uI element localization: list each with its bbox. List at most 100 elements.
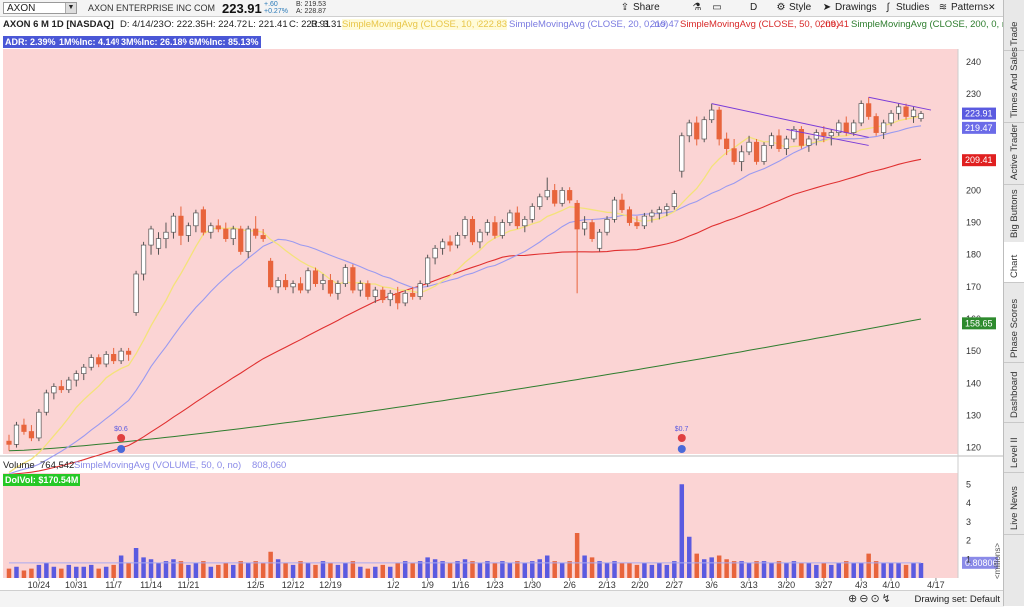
- candle-body: [111, 354, 117, 362]
- x-tick-label: 1/9: [421, 580, 434, 590]
- candle-body: [574, 202, 580, 230]
- candle: [118, 347, 124, 364]
- dividend-label: $0.7: [675, 426, 689, 433]
- volume-sma-label[interactable]: SimpleMovingAvg (VOLUME, 50, 0, no): [74, 460, 242, 471]
- candle-body: [342, 267, 348, 284]
- candle-body: [454, 235, 461, 246]
- candle: [28, 425, 35, 442]
- x-tick-label: 10/31: [65, 580, 88, 590]
- candle-body: [484, 222, 491, 233]
- studies-button[interactable]: ∫ Studies: [883, 2, 930, 13]
- volume-bar: [66, 564, 72, 578]
- candle: [13, 421, 20, 448]
- tab-label: Active Trader: [1009, 124, 1020, 180]
- tab-active-trader[interactable]: Active Trader: [1004, 122, 1024, 185]
- volume-bar: [724, 559, 729, 578]
- ask-price: A: 228.87: [296, 8, 326, 15]
- volume-bar: [268, 551, 273, 578]
- tab-chart[interactable]: Chart: [1004, 242, 1024, 283]
- sma20-label[interactable]: SimpleMovingAvg (CLOSE, 20, 0, no): [509, 19, 669, 30]
- candle-body: [417, 283, 423, 297]
- candle: [724, 132, 730, 156]
- price-flag-sma20: 219.47: [965, 123, 993, 133]
- style-button[interactable]: ⚙ Style: [776, 2, 812, 13]
- volume-bar: [148, 559, 154, 578]
- volume-bar: [118, 555, 124, 578]
- candle: [768, 132, 775, 149]
- screen-button[interactable]: ▭: [712, 2, 725, 13]
- settings-button[interactable]: ⚗: [692, 2, 705, 13]
- candle: [484, 219, 491, 236]
- x-tick-label: 1/16: [452, 580, 470, 590]
- candle: [148, 225, 154, 255]
- candle-body: [21, 424, 27, 432]
- candle-body: [709, 109, 715, 121]
- candle: [140, 241, 147, 281]
- sma10-label[interactable]: SimpleMovingAvg (CLOSE, 10, 0, no): [342, 19, 502, 30]
- gear-icon: ⚙: [776, 2, 786, 13]
- tab-dashboard[interactable]: Dashboard: [1004, 362, 1024, 423]
- candle: [776, 129, 782, 152]
- price-flag-sma50: 209.41: [965, 155, 993, 165]
- candle-body: [88, 357, 94, 368]
- sma10-value: 222.83: [478, 19, 508, 30]
- drawing-set[interactable]: Drawing set: Default: [914, 594, 1000, 605]
- tab-times-and-sales[interactable]: Times And Sales: [1004, 47, 1024, 123]
- share-button[interactable]: ⇪ Share: [620, 2, 660, 13]
- patterns-button[interactable]: ≋ Patterns: [938, 2, 989, 13]
- sma200-label[interactable]: SimpleMovingAvg (CLOSE, 200, 0, no): [851, 19, 1004, 30]
- candle: [589, 219, 595, 242]
- volume-bar: [500, 561, 505, 578]
- symbol-input[interactable]: AXON ▼: [3, 2, 77, 14]
- volume-bar: [395, 563, 400, 578]
- x-tick-label: 3/6: [705, 580, 718, 590]
- volume-bar: [649, 564, 655, 578]
- tab-level-ii[interactable]: Level II: [1004, 422, 1024, 473]
- patterns-icon: ≋: [938, 2, 948, 13]
- tab-phase-scores[interactable]: Phase Scores: [1004, 282, 1024, 363]
- dolvol-badge: DolVol: $170.54M: [3, 474, 81, 486]
- candle-body: [589, 222, 595, 239]
- drawings-button[interactable]: ➤ Drawings: [822, 2, 877, 13]
- volume-bar: [74, 566, 79, 578]
- sma50-label[interactable]: SimpleMovingAvg (CLOSE, 50, 0, no): [680, 19, 840, 30]
- candle: [88, 354, 94, 371]
- price-flag-bg: [962, 121, 996, 134]
- volume-bar: [440, 561, 445, 578]
- dividend-label: $0.6: [114, 426, 128, 433]
- candle: [836, 119, 842, 136]
- volume-bar: [881, 563, 886, 578]
- candle-body: [492, 222, 498, 236]
- candle-body: [836, 122, 842, 133]
- candle-body: [140, 244, 147, 275]
- volume-bar: [290, 564, 296, 578]
- candle-body: [724, 138, 730, 149]
- candle-body: [582, 222, 588, 230]
- candle: [567, 187, 573, 204]
- volume-bar: [358, 566, 363, 578]
- price-chart[interactable]: 2402302202102001901801701601501401301202…: [0, 31, 1004, 605]
- candle: [611, 196, 618, 223]
- x-tick-label: 3/27: [815, 580, 833, 590]
- candle: [552, 184, 558, 207]
- close-icon[interactable]: ✕: [988, 2, 996, 12]
- period-button[interactable]: D: [750, 2, 758, 13]
- zoom-controls[interactable]: ⊕⊖⊙↯: [848, 592, 893, 605]
- candle-body: [133, 273, 139, 313]
- candle: [866, 97, 872, 120]
- candle-body: [604, 219, 610, 233]
- volume-bar: [455, 561, 460, 578]
- tab-live-news[interactable]: Live News: [1004, 472, 1024, 535]
- candle: [417, 280, 423, 300]
- tab-trade[interactable]: Trade: [1004, 0, 1024, 51]
- chevron-down-icon[interactable]: ▼: [65, 3, 76, 13]
- candle-body: [895, 106, 902, 114]
- tab-big-buttons[interactable]: Big Buttons: [1004, 184, 1024, 243]
- candle: [596, 229, 603, 252]
- volume-bar: [627, 563, 632, 578]
- x-tick-label: 1/2: [387, 580, 400, 590]
- candle: [253, 216, 259, 239]
- candle: [372, 286, 378, 303]
- candle-body: [641, 215, 648, 227]
- candle: [507, 209, 513, 226]
